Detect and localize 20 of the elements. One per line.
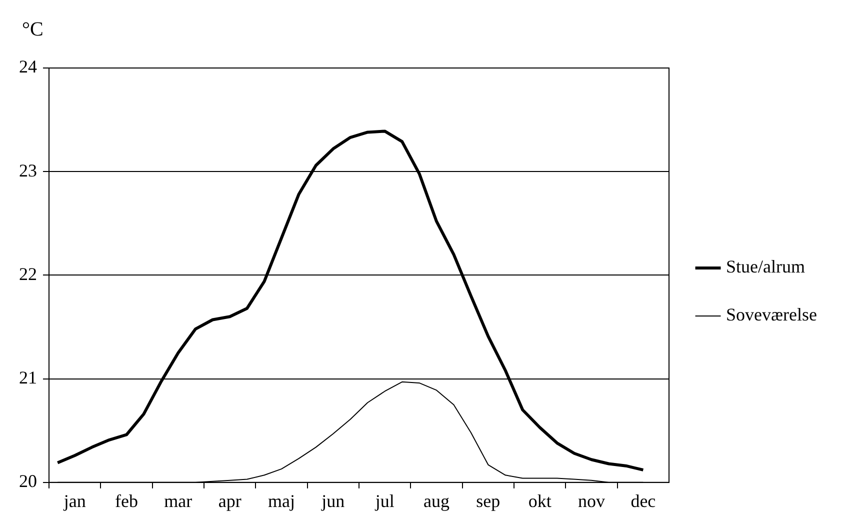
y-tick-label: 23 [19,160,37,180]
y-tick-label: 22 [19,264,37,284]
legend-label: Stue/alrum [726,256,806,277]
y-tick-label: 21 [19,368,37,388]
y-axis-title: °C [22,18,44,40]
x-tick-label: feb [115,490,138,511]
x-tick-label: jan [62,490,86,511]
x-tick-label: dec [630,490,656,511]
x-tick-label: jul [374,490,394,511]
x-tick-label: jun [320,490,345,511]
x-tick-label: nov [578,490,606,511]
x-tick-label: apr [218,490,242,511]
x-tick-label: sep [476,490,500,511]
y-tick-label: 20 [19,471,37,492]
x-tick-label: mar [164,490,192,511]
y-tick-label: 24 [19,56,37,77]
legend-label: Soveværelse [726,304,818,325]
x-tick-label: aug [424,490,450,511]
x-tick-label: okt [528,490,552,511]
x-tick-label: maj [268,490,296,511]
